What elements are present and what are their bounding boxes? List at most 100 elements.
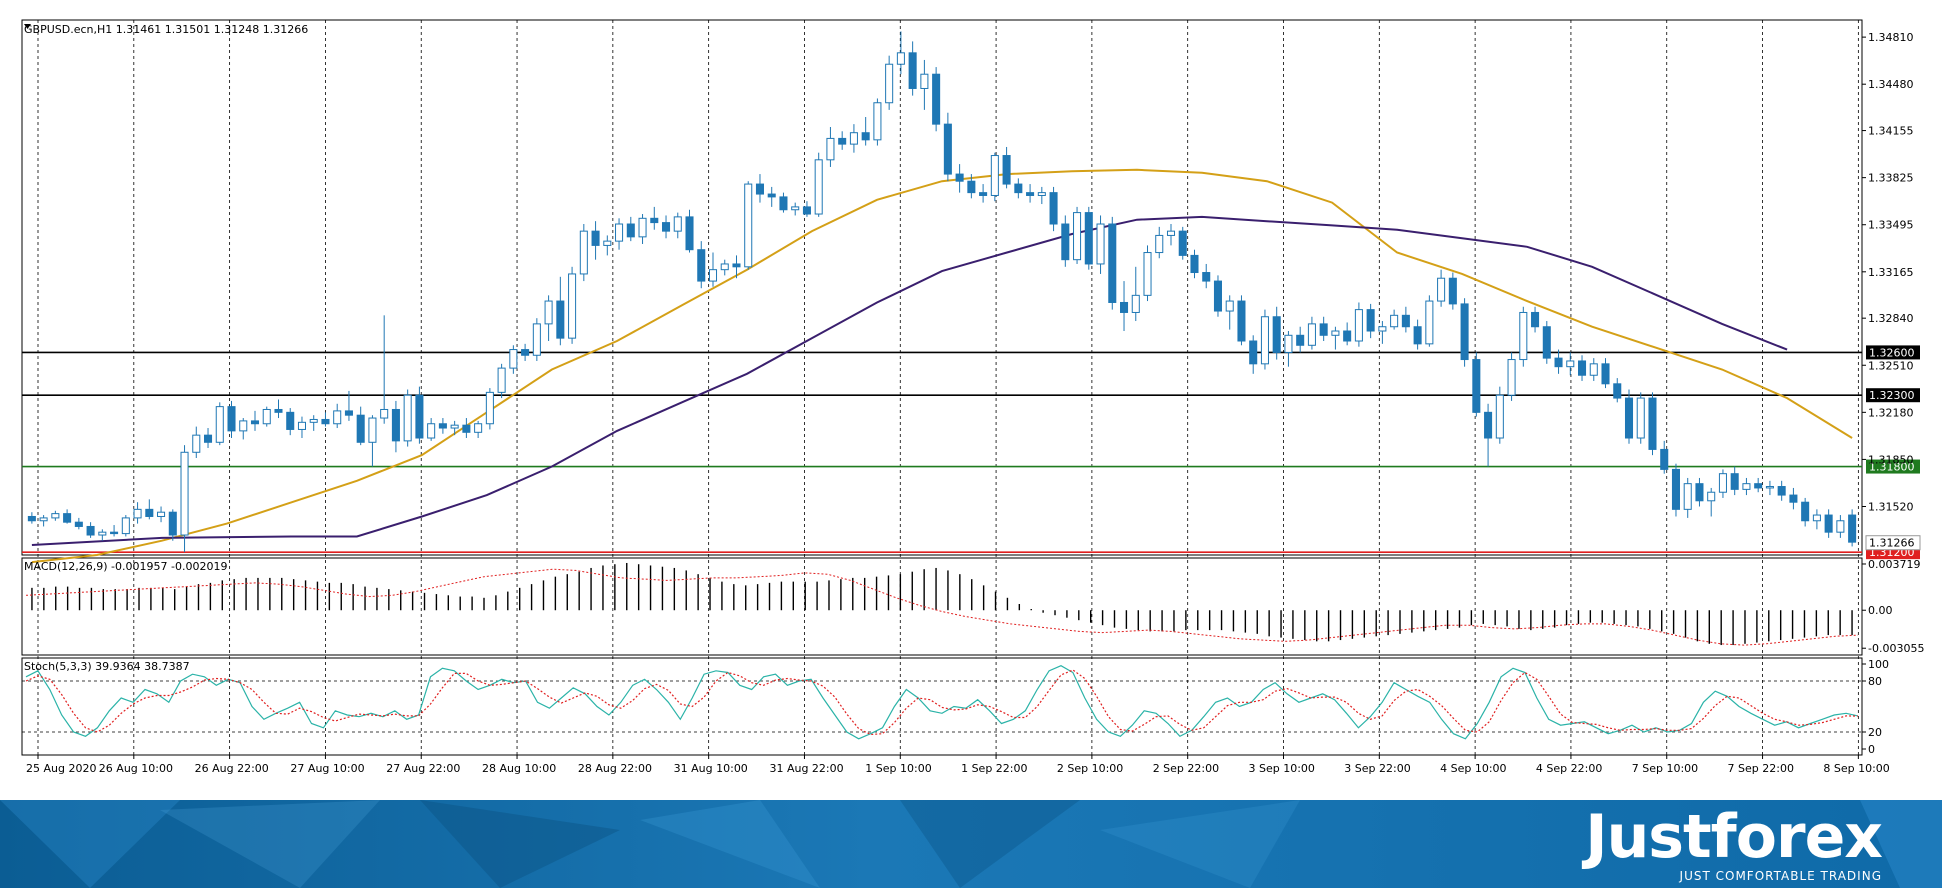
price-tick-label: 1.31850 <box>1868 453 1914 466</box>
candle-body <box>685 216 694 251</box>
candle-body <box>485 391 494 425</box>
time-tick-label: 25 Aug 2020 <box>26 762 96 775</box>
candle-body <box>1343 330 1352 342</box>
banner-pattern <box>0 800 1942 888</box>
candle-body <box>74 521 83 527</box>
candle-body <box>1648 397 1657 450</box>
candle-body <box>1718 473 1727 493</box>
candle-body <box>63 513 72 523</box>
candle-body <box>121 517 130 535</box>
candle-body <box>626 223 635 238</box>
candle-body <box>1061 223 1070 261</box>
stoch-signal-line <box>25 669 1859 736</box>
candle-body <box>1484 411 1493 439</box>
candle-body <box>708 269 718 282</box>
stoch-label: Stoch(5,3,3) 39.9364 38.7387 <box>24 660 190 673</box>
candle-body <box>215 406 224 443</box>
candle-body <box>450 424 459 429</box>
candle-body <box>39 517 48 522</box>
candle-body <box>1284 334 1293 353</box>
panel-labels: GBPUSD.ecn,H1 1.31461 1.31501 1.31248 1.… <box>24 23 308 673</box>
level-price-badge <box>1866 388 1920 403</box>
price-axis: 1.31266 1.34810 1.34480 1.34155 1.33825 1.334… <box>1862 31 1921 551</box>
candle-body <box>814 159 823 215</box>
candle-body <box>1848 514 1857 543</box>
candle-body <box>344 410 353 416</box>
candle-body <box>1014 183 1023 194</box>
time-tick-label: 28 Aug 22:00 <box>578 762 652 775</box>
candle-body <box>1401 314 1410 328</box>
candle-body <box>1166 230 1176 236</box>
candle-body <box>1836 520 1845 533</box>
candle-body <box>908 52 917 89</box>
moving-averages <box>31 168 1853 564</box>
candle-body <box>1613 383 1622 399</box>
price-tick-label: 1.32180 <box>1868 406 1914 419</box>
candle-body <box>1296 334 1305 346</box>
candle-body <box>1260 316 1269 365</box>
candle-body <box>885 63 894 104</box>
candle-body <box>168 511 177 536</box>
candle-body <box>1801 501 1810 522</box>
time-tick-label: 27 Aug 22:00 <box>386 762 460 775</box>
brand-logo[interactable]: Justforex JUST COMFORTABLE TRADING <box>1585 805 1883 883</box>
candle-body <box>579 230 588 275</box>
candle-body <box>591 230 600 246</box>
candle-body <box>1202 272 1211 282</box>
candle-body <box>1331 330 1340 336</box>
candle-body <box>309 418 318 423</box>
candle-body <box>192 434 201 453</box>
candle-body <box>1108 223 1117 303</box>
candle-body <box>791 206 800 211</box>
candle-body <box>873 102 882 141</box>
macd-tick-label: 0.003719 <box>1868 558 1921 571</box>
candle-body <box>1695 483 1704 502</box>
macd-label: MACD(12,26,9) -0.001957 -0.002019 <box>24 560 227 573</box>
footer-banner <box>0 800 1942 888</box>
candle-body <box>1507 359 1516 396</box>
macd-tick-label: 0.00 <box>1868 604 1893 617</box>
candle-body <box>1671 468 1680 510</box>
level-price-label: 1.32600 <box>1869 346 1915 359</box>
candle-body <box>1049 192 1058 225</box>
candle-body <box>861 132 870 141</box>
time-tick-label: 31 Aug 10:00 <box>674 762 748 775</box>
candle-body <box>1765 486 1774 489</box>
candle-body <box>262 408 271 425</box>
macd-tick-label: -0.003055 <box>1868 642 1924 655</box>
candle-body <box>1448 277 1457 305</box>
candle-body <box>568 273 577 339</box>
time-tick-label: 3 Sep 10:00 <box>1249 762 1315 775</box>
candle-body <box>1589 363 1598 376</box>
time-tick-label: 27 Aug 10:00 <box>290 762 364 775</box>
price-tick-label: 1.32840 <box>1868 312 1914 325</box>
price-tick-label: 1.32510 <box>1868 359 1914 372</box>
candle-body <box>826 137 835 161</box>
candle-body <box>779 196 788 211</box>
candle-body <box>1390 314 1399 328</box>
time-tick-label: 7 Sep 22:00 <box>1728 762 1794 775</box>
candle-body <box>1460 303 1469 361</box>
candle-body <box>1660 448 1669 470</box>
vertical-gridlines <box>37 20 1859 755</box>
level-price-badge <box>1866 345 1920 360</box>
collapse-arrow-icon[interactable] <box>24 24 31 29</box>
time-tick-label: 1 Sep 10:00 <box>865 762 931 775</box>
candle-body <box>1437 277 1446 302</box>
candle-body <box>744 183 753 268</box>
candle-body <box>802 206 811 215</box>
stoch-tick-label: 100 <box>1868 658 1889 671</box>
candle-body <box>720 263 729 271</box>
stoch-tick-label: 20 <box>1868 726 1882 739</box>
macd-signal-line <box>25 568 1859 646</box>
candle-body <box>767 193 776 198</box>
candle-body <box>438 423 447 429</box>
candle-body <box>1754 483 1763 489</box>
candle-body <box>403 394 412 442</box>
price-tick-label: 1.33825 <box>1868 172 1914 185</box>
candle-body <box>838 137 847 145</box>
candle-body <box>967 180 976 194</box>
time-tick-label: 31 Aug 22:00 <box>769 762 843 775</box>
tagline: JUST COMFORTABLE TRADING <box>1679 869 1882 883</box>
